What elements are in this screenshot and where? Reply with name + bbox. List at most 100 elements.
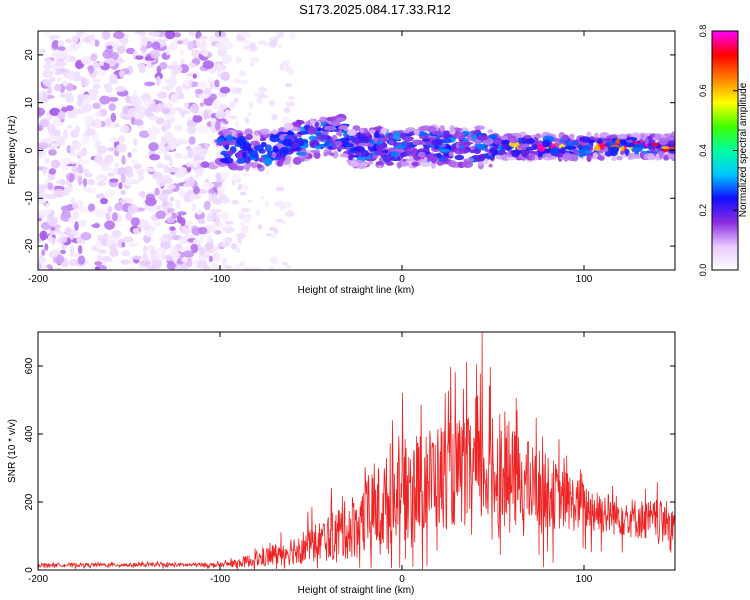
spectrogram-cell-1628 [389,157,402,162]
spectrogram-cell-721 [112,40,120,50]
spectrogram-cell-807 [67,70,76,80]
spectrogram-cell-1525 [304,139,309,144]
spectrogram-cell-1916 [521,136,527,145]
spectrogram-cell-823 [158,237,170,242]
spectrogram-cell-737 [53,83,62,92]
spectrogram-cell-852 [60,157,72,165]
spectrogram-cell-606 [38,192,48,199]
spectrogram-cell-2087 [631,147,643,152]
spectrogram-cell-1923 [346,128,357,137]
spectrogram-cell-1005 [279,63,285,71]
spectrogram-cell-4 [87,178,96,186]
spectrogram-cell-942 [239,191,247,196]
spectrogram-cell-931 [257,224,263,230]
spectrogram-cell-1872 [339,137,351,142]
spectrogram-cell-1994 [484,147,489,153]
spectrogram-cell-857 [190,103,200,114]
spectrogram-cell-1632 [447,160,457,168]
spectrogram-cell-974 [236,178,242,184]
spectrogram-cell-633 [183,102,190,109]
spectrogram-cell-687 [199,102,205,107]
spectrogram-cell-688 [78,220,87,226]
spectrogram-cell-971 [234,248,240,252]
spectrogram-cell-1546 [594,132,599,139]
spectrogram-cell-549 [163,154,172,161]
spectrogram-cell-645 [162,200,168,208]
spectrogram-cell-2125 [617,133,628,140]
spectrogram-cell-1989 [310,149,321,153]
spectrogram-cell-503 [39,48,46,54]
spectrogram-cell-662 [149,115,159,121]
spectrogram-cell-1998 [411,161,419,167]
spectrogram-cell-211 [114,162,119,168]
spectrogram-cell-1407 [292,156,302,165]
spectrogram-cell-936 [241,39,251,45]
spectrogram-cell-47 [155,117,165,125]
spectrogram-cell-876 [192,144,203,154]
spectrogram-cell-856 [193,185,200,195]
spectrogram-cell-812 [51,50,60,61]
spectrogram-cell-878 [99,95,111,105]
spectrogram-cell-967 [275,186,285,192]
spectrogram-cell-1616 [236,158,246,164]
spectrogram-cell-210 [68,258,79,266]
spectrogram-cell-956 [230,86,238,95]
spectrogram-cell-817 [43,79,53,87]
spectrogram-cell-741 [89,34,95,40]
spectrogram-cell-1936 [250,150,259,159]
spectrogram-cell-2129 [459,145,465,149]
spectrogram-cell-303 [159,62,168,70]
spectrogram-cell-141 [182,37,189,46]
spectrogram-cell-1020 [281,262,289,266]
spectrogram-cell-510 [120,115,133,120]
spectrogram-cell-946 [218,103,228,110]
spectrogram-cell-739 [177,92,185,100]
spectrogram-cell-2033 [593,145,601,152]
spectrogram-cell-965 [237,183,243,190]
spectrogram-cell-839 [208,192,213,203]
spectrogram-cell-535 [71,35,79,44]
spectrogram-cell-456 [54,61,67,67]
spectrogram-cell-1008 [250,57,260,63]
spectrogram-cell-1908 [433,145,439,150]
spectrogram-cell-2092 [376,161,384,166]
spectrogram-cell-751 [102,49,113,59]
spectrogram-cell-2 [186,219,193,229]
spectrogram-cell-2095 [603,146,609,153]
spectrogram-cell-264 [180,262,189,270]
spectrogram-cell-351 [175,85,183,94]
spectrogram-cell-266 [200,161,210,168]
spectrogram-cell-650 [166,217,175,224]
spectrogram-y-ticks: -20 -10 0 10 20 [24,49,675,253]
spectrogram-cell-764 [182,250,195,258]
spectrogram-cell-81 [214,229,222,235]
spectrogram-cell-859 [156,102,164,112]
spectrogram-cell-671 [59,249,67,255]
spectrogram-cell-766 [215,217,221,226]
spectrogram-cell-922 [247,199,253,203]
spectrogram-cell-53 [186,125,197,135]
spectrogram-cell-1947 [271,129,278,135]
spectrogram-cell-978 [235,56,242,64]
spectrogram-cell-831 [152,220,161,227]
spectrogram-cell-538 [39,118,50,128]
spectrogram-cell-854 [39,230,48,241]
spectrogram-cell-2011 [271,151,277,159]
spectrogram-cell-1017 [234,97,239,104]
spectrogram-cell-2032 [242,151,247,159]
spectrogram-cell-571 [188,31,195,37]
spectrogram-cell-580 [134,31,144,35]
spectrogram-cell-1877 [372,154,379,159]
spectrogram-cell-277 [54,267,63,270]
spectrogram-cell-2067 [307,126,318,135]
spectrogram-cell-577 [66,124,73,129]
spectrogram-cell-694 [175,138,185,145]
x-tick-label--200: -200 [28,274,48,285]
spectrogram-cell-548 [47,124,56,134]
spectrogram-cell-816 [82,115,95,124]
spectrogram-cell-2119 [619,137,627,146]
spectrogram-cell-1006 [259,196,266,200]
spectrogram-cell-707 [69,244,75,255]
spectrogram-cell-416 [105,212,111,221]
spectrogram-cell-2045 [269,134,280,143]
